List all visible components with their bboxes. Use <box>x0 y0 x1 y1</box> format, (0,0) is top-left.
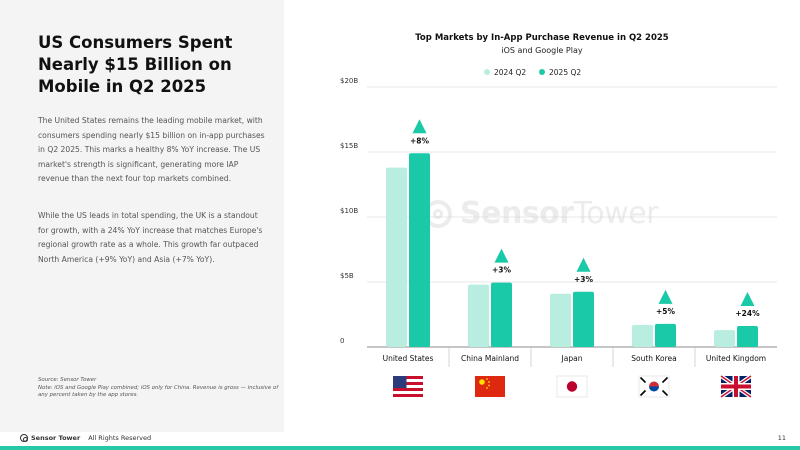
up-arrow-icon <box>576 257 591 272</box>
x-tick-label: China Mainland <box>461 354 519 363</box>
bar-2024-q2 <box>714 330 735 347</box>
watermark-text-bold: Sensor <box>460 196 574 231</box>
sensor-tower-logo-icon <box>20 434 28 442</box>
growth-label: +3% <box>574 275 594 284</box>
legend-swatch <box>484 69 490 75</box>
x-axis-labels: United States China Mainland Japan South Ko… <box>383 347 766 367</box>
flag-stripe <box>393 379 423 382</box>
chart-title: Top Markets by In-App Purchase Revenue i… <box>415 33 669 43</box>
growth-label: +3% <box>492 266 512 275</box>
x-tick-label: United States <box>383 354 434 363</box>
flag-taegeuk-top <box>649 381 659 387</box>
up-arrow-icon <box>412 119 427 134</box>
rights-text: All Rights Reserved <box>88 434 152 442</box>
footer-accent-bar <box>0 446 800 450</box>
bar-2025-q2 <box>573 291 594 347</box>
x-tick-label: South Korea <box>631 354 676 363</box>
y-tick-label: $5B <box>340 272 354 280</box>
bar-2024-q2 <box>468 284 489 347</box>
y-tick-label: 0 <box>340 337 344 345</box>
chart-subtitle: iOS and Google Play <box>501 46 582 55</box>
up-arrow-icon <box>740 291 755 306</box>
chart-legend: 2024 Q2 2025 Q2 <box>484 68 581 77</box>
y-axis-labels: 0 $5B $10B $15B $20B <box>340 77 358 345</box>
sensor-tower-watermark: Sensor Tower <box>424 196 659 231</box>
flag-star-small <box>488 381 490 383</box>
china-flag-icon <box>475 376 505 397</box>
flag-stripe <box>393 388 423 391</box>
bar-2024-q2 <box>550 293 571 347</box>
growth-annotations: +8% +3% +3% +5% +24% <box>410 119 760 318</box>
flag-trigram <box>661 376 669 384</box>
left-panel: US Consumers Spent Nearly $15 Billion on… <box>0 0 284 432</box>
flag-stripe <box>393 382 423 385</box>
note-line: Note: iOS and Google Play combined; iOS … <box>38 384 279 399</box>
flag-trigram <box>639 376 647 384</box>
growth-label: +24% <box>735 309 760 318</box>
bars <box>386 153 758 347</box>
bar-2025-q2 <box>409 153 430 347</box>
source-note: Source: Sensor Tower Note: iOS and Googl… <box>38 377 283 400</box>
flag-star-small <box>486 387 488 389</box>
x-tick-label: Japan <box>561 354 583 363</box>
watermark-text-light: Tower <box>573 196 659 231</box>
bar-2025-q2 <box>655 323 676 347</box>
legend-label: 2024 Q2 <box>494 68 526 77</box>
flag-stripe <box>393 376 423 379</box>
flag-stripe <box>393 394 423 397</box>
x-tick-label: United Kingdom <box>706 354 766 363</box>
bar-2025-q2 <box>491 282 512 347</box>
bar-2024-q2 <box>386 167 407 347</box>
footer: Sensor Tower All Rights Reserved 11 <box>0 432 800 450</box>
us-flag-icon <box>393 376 423 397</box>
footer-brand: Sensor Tower All Rights Reserved <box>20 432 151 444</box>
flag-stripe <box>393 385 423 388</box>
body-paragraph-2: While the US leads in total spending, th… <box>38 211 263 264</box>
bar-2025-q2 <box>737 325 758 347</box>
flag-taegeuk-bottom <box>649 386 659 392</box>
flag-field <box>475 376 505 397</box>
flag-cross-red <box>721 384 751 389</box>
flag-star <box>479 379 485 385</box>
body-paragraph-1: The United States remains the leading mo… <box>38 116 265 184</box>
flag-trigram <box>639 389 647 397</box>
uk-flag-icon <box>719 374 753 399</box>
growth-label: +5% <box>656 307 676 316</box>
page-number: 11 <box>777 434 786 442</box>
gridlines <box>367 86 777 348</box>
revenue-bar-chart: Top Markets by In-App Purchase Revenue i… <box>340 33 777 399</box>
y-tick-label: $15B <box>340 142 358 150</box>
country-flags <box>393 374 753 399</box>
legend-label: 2025 Q2 <box>549 68 581 77</box>
flag-disc <box>566 381 578 392</box>
up-arrow-icon <box>658 289 673 304</box>
bar-2024-q2 <box>632 324 653 347</box>
japan-flag-icon <box>556 375 588 398</box>
flag-star-small <box>488 384 490 387</box>
source-line: Source: Sensor Tower <box>38 377 97 383</box>
flag-canton <box>393 376 407 388</box>
growth-label: +8% <box>410 136 430 145</box>
flag-star-small <box>486 378 488 380</box>
up-arrow-icon <box>494 248 509 263</box>
flag-stripe <box>393 391 423 394</box>
y-tick-label: $20B <box>340 77 358 85</box>
headline: US Consumers Spent Nearly $15 Billion on… <box>38 33 233 96</box>
legend-swatch <box>539 69 545 75</box>
flag-trigram <box>661 389 669 397</box>
south-korea-flag-icon <box>638 375 670 398</box>
y-tick-label: $10B <box>340 207 358 215</box>
brand-name: Sensor Tower <box>31 434 81 442</box>
